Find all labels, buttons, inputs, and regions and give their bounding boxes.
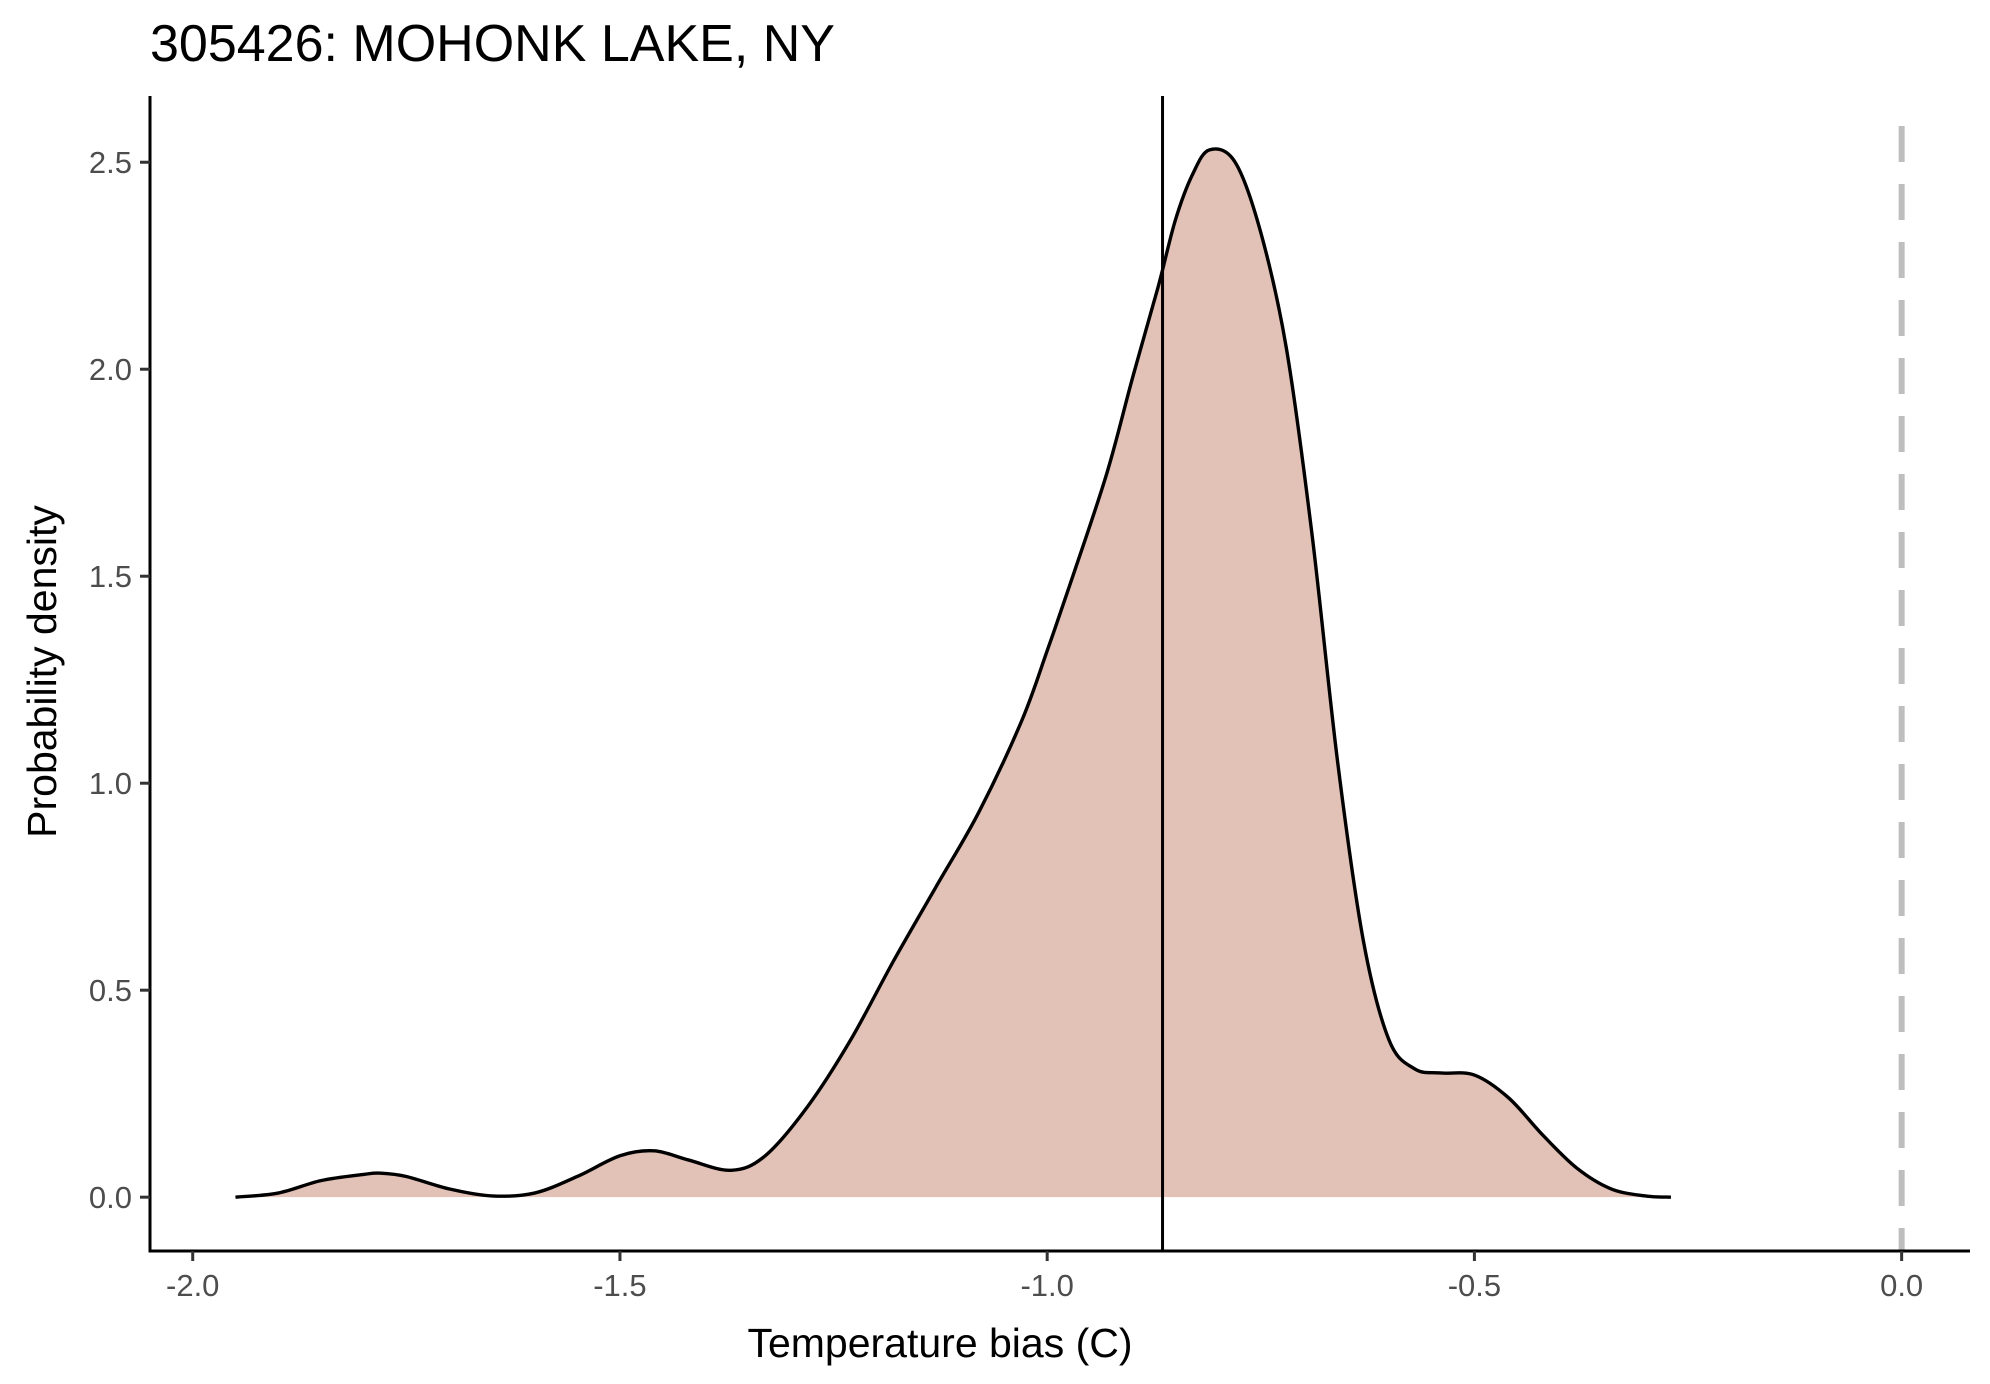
y-tick-label: 2.0 (89, 352, 132, 387)
y-tick-label: 1.5 (89, 559, 132, 594)
density-curve (235, 147, 1672, 1199)
y-tick-label: 0.5 (89, 973, 132, 1008)
x-tick-label: 0.0 (1880, 1268, 1923, 1303)
y-tick-label: 1.0 (89, 766, 132, 801)
x-tick-label: -1.5 (593, 1268, 646, 1303)
chart-title: 305426: MOHONK LAKE, NY (150, 15, 835, 73)
y-tick-label: 2.5 (89, 145, 132, 180)
x-tick-label: -1.0 (1020, 1268, 1073, 1303)
y-axis-title: Probability density (19, 505, 65, 838)
x-axis-title: Temperature bias (C) (747, 1320, 1132, 1366)
y-axis-ticks: 0.0 0.5 1.0 1.5 2.0 2.5 (89, 145, 150, 1215)
x-axis-ticks: -2.0 -1.5 -1.0 -0.5 0.0 (166, 1251, 1923, 1303)
x-tick-label: -0.5 (1448, 1268, 1501, 1303)
y-tick-label: 0.0 (89, 1180, 132, 1215)
x-tick-label: -2.0 (166, 1268, 219, 1303)
density-area (235, 148, 1671, 1198)
